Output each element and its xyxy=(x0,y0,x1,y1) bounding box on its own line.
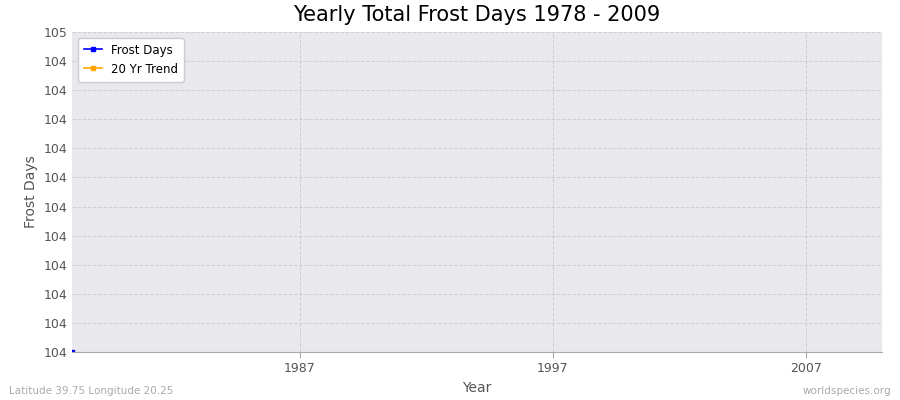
Y-axis label: Frost Days: Frost Days xyxy=(23,156,38,228)
X-axis label: Year: Year xyxy=(463,381,491,395)
Title: Yearly Total Frost Days 1978 - 2009: Yearly Total Frost Days 1978 - 2009 xyxy=(293,5,661,25)
Text: Latitude 39.75 Longitude 20.25: Latitude 39.75 Longitude 20.25 xyxy=(9,386,174,396)
Legend: Frost Days, 20 Yr Trend: Frost Days, 20 Yr Trend xyxy=(78,38,184,82)
Text: worldspecies.org: worldspecies.org xyxy=(803,386,891,396)
